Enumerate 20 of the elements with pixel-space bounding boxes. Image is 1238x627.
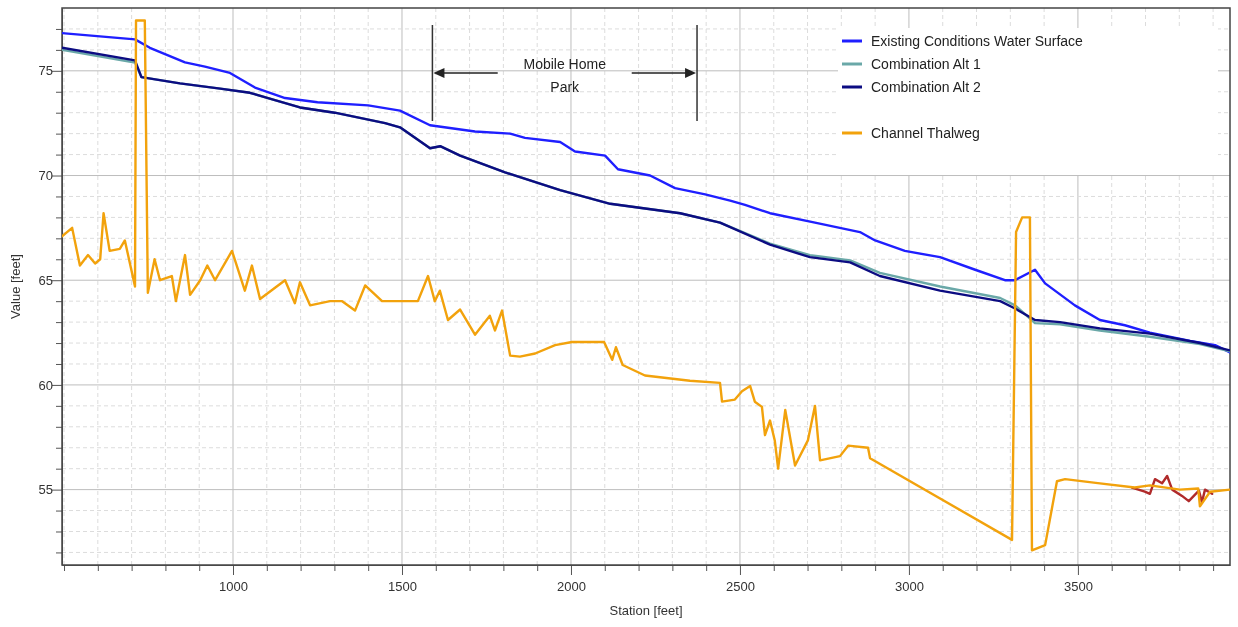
line-series xyxy=(62,19,1230,552)
x-tick-label: 2000 xyxy=(557,578,586,594)
y-tick-label: 70 xyxy=(38,168,53,184)
legend-label: Existing Conditions Water Surface xyxy=(871,33,1084,49)
x-tick-label: 3500 xyxy=(1063,578,1093,594)
x-axis-title: Station [feet] xyxy=(609,603,683,618)
line-series xyxy=(1130,474,1214,504)
x-tick-label: 3000 xyxy=(894,578,924,594)
y-tick-label: 65 xyxy=(38,272,53,288)
x-tick-label: 2500 xyxy=(725,578,755,594)
y-tick-label: 55 xyxy=(38,482,53,498)
y-tick-label: 75 xyxy=(38,63,53,79)
x-tick-label: 1000 xyxy=(219,578,248,594)
legend-label: Combination Alt 1 xyxy=(871,56,981,72)
annotation: Mobile Home Park xyxy=(523,56,607,95)
legend-label: Channel Thalweg xyxy=(871,125,980,141)
y-tick-label: 60 xyxy=(38,377,53,393)
y-axis-title: Value [feet] xyxy=(8,254,23,319)
x-tick-label: 1500 xyxy=(388,578,417,594)
legend-label: Combination Alt 2 xyxy=(871,79,981,95)
